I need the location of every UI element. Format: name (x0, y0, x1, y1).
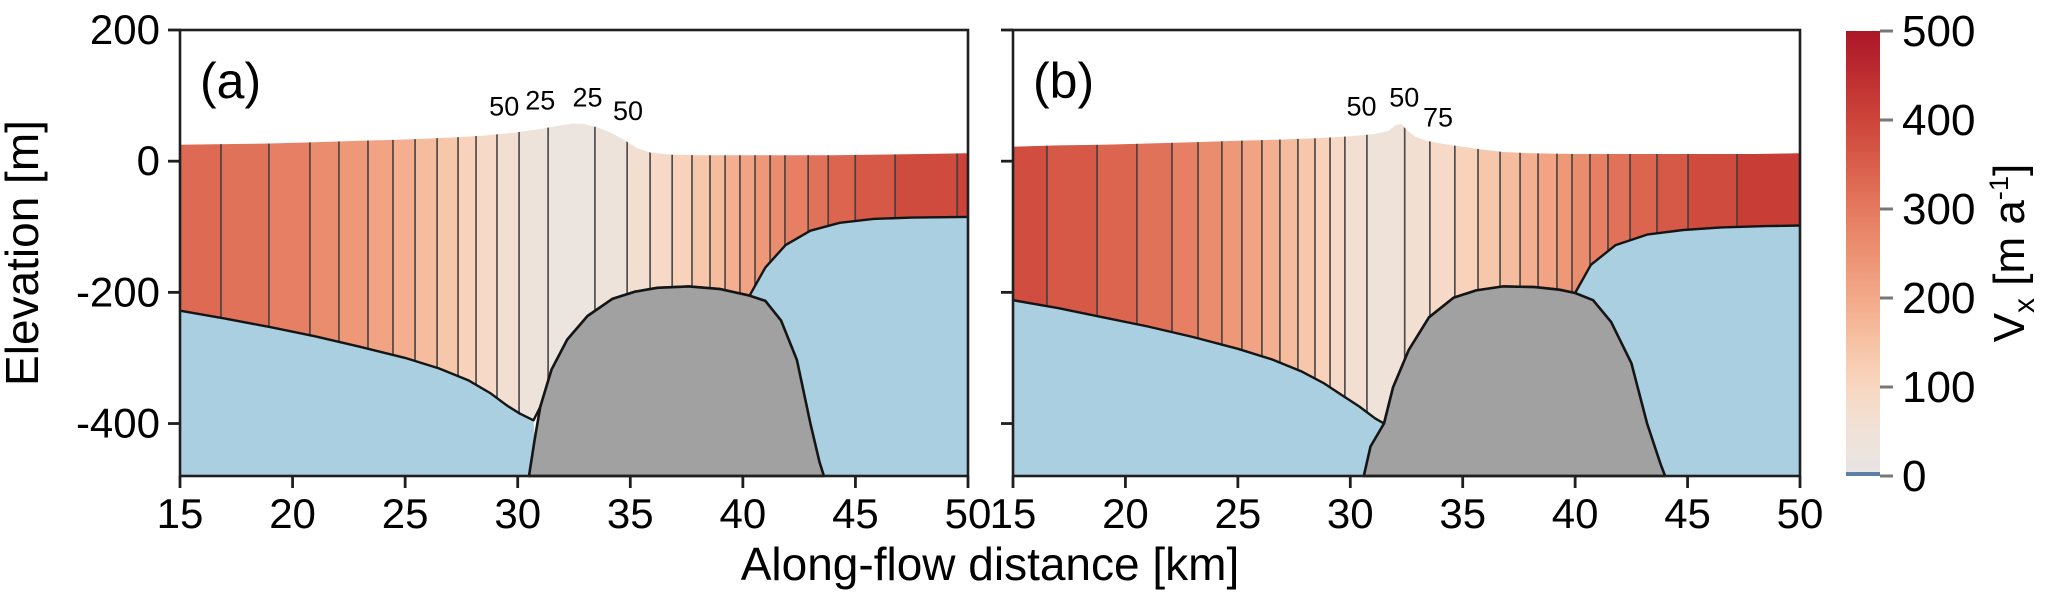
x-tick-label: 30 (1327, 490, 1374, 537)
y-tick-label: 0 (137, 137, 160, 184)
x-tick-label: 35 (1439, 490, 1486, 537)
x-tick-label: 35 (607, 490, 654, 537)
colorbar-title-part: x (2008, 298, 2041, 313)
colorbar-tick-label: 300 (1902, 185, 1975, 234)
colorbar-tick-label: 200 (1902, 274, 1975, 323)
colorbar-ramp (1846, 31, 1880, 476)
contour-value-label: 50 (489, 91, 519, 121)
y-tick-label: 200 (90, 6, 160, 53)
contour-value-label: 50 (1389, 83, 1419, 113)
x-tick-label: 45 (832, 490, 879, 537)
water-body-right (1575, 225, 1800, 476)
panel-frame (1011, 28, 1802, 478)
colorbar-title-part: -1 (1983, 176, 2014, 200)
panel-frame (178, 28, 970, 478)
colorbar-title-part: V (1985, 312, 2034, 342)
y-tick-label: -400 (76, 400, 160, 447)
contour-value-label: 25 (572, 83, 602, 113)
colorbar-tick-label: 0 (1902, 452, 1926, 501)
contour-value-label: 50 (613, 96, 643, 126)
bedrock-bump (527, 285, 826, 478)
x-tick-label: 40 (719, 490, 766, 537)
x-tick-label: 20 (269, 490, 316, 537)
colorbar: 500 400 300 200 100 0 Vx [m a-1] (1846, 7, 2041, 501)
y-axis-label: Elevation [m] (0, 120, 48, 386)
ice-body (180, 123, 968, 421)
water-body-right (749, 216, 968, 476)
x-tick-label: 30 (494, 490, 541, 537)
panel-letter: (a) (200, 53, 261, 109)
x-axis-label: Along-flow distance [km] (741, 538, 1240, 590)
y-tick-label: -200 (76, 268, 160, 315)
colorbar-tick-label: 500 (1902, 7, 1975, 56)
ice-body (1013, 123, 1800, 424)
water-body-left (180, 310, 535, 476)
colorbar-title: Vx [m a-1] (1983, 164, 2041, 343)
contour-value-label: 25 (525, 85, 555, 115)
x-tick-label: 25 (382, 490, 429, 537)
x-tick-label: 15 (157, 490, 204, 537)
x-tick-label: 15 (990, 490, 1037, 537)
colorbar-tick-label: 400 (1902, 96, 1975, 145)
x-tick-label: 50 (1777, 490, 1824, 537)
water-body-left (1013, 300, 1384, 476)
x-tick-label: 20 (1102, 490, 1149, 537)
colorbar-tick-label: 100 (1902, 363, 1975, 412)
contour-value-label: 75 (1423, 102, 1453, 132)
colorbar-title-part: [m a (1985, 200, 2034, 298)
contour-value-label: 50 (1347, 91, 1377, 121)
colorbar-title-part: ] (1985, 164, 2034, 176)
colorbar-zero-edge (1846, 472, 1880, 476)
x-tick-label: 45 (1664, 490, 1711, 537)
x-tick-label: 25 (1214, 490, 1261, 537)
bedrock-bump (1362, 285, 1667, 478)
x-tick-label: 50 (945, 490, 992, 537)
panel-letter: (b) (1033, 53, 1094, 109)
x-tick-label: 40 (1552, 490, 1599, 537)
